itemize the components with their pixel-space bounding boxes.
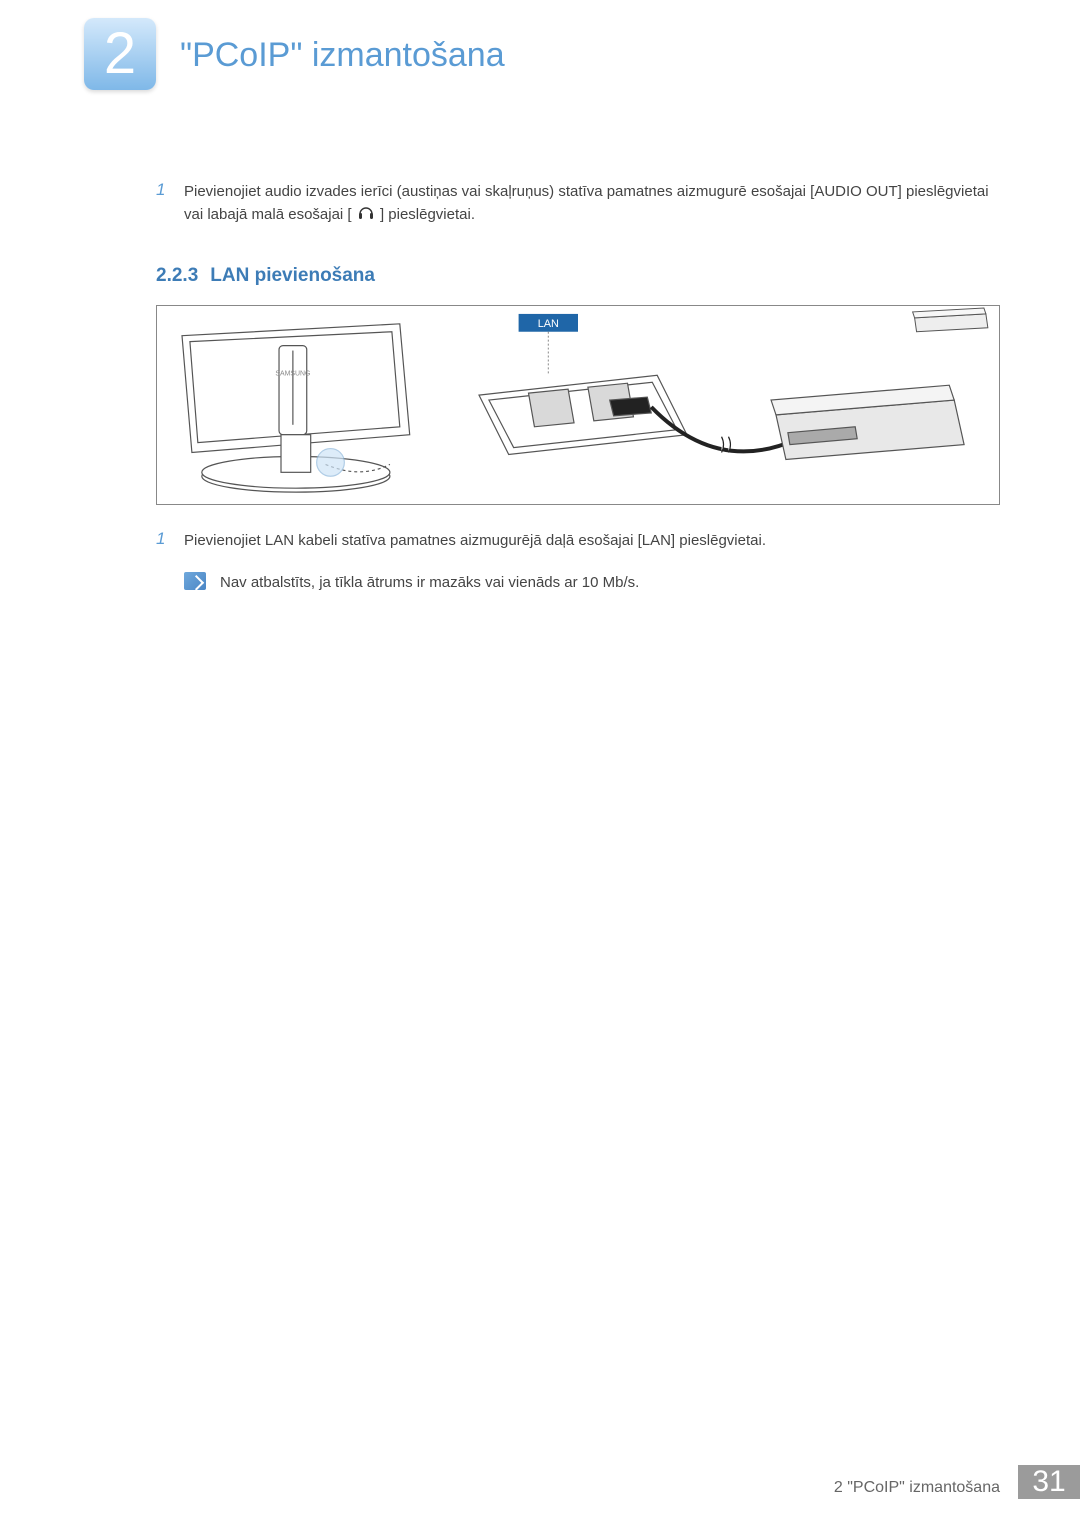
subsection-heading: 2.2.3 LAN pievienošana <box>156 265 1000 287</box>
step-number: 1 <box>156 180 184 227</box>
step-text-after: ] pieslēgvietai. <box>380 206 475 223</box>
audio-step: 1 Pievienojiet audio izvades ierīci (aus… <box>156 180 1000 227</box>
page-footer: 2 "PCoIP" izmantošana 31 <box>834 1465 1080 1499</box>
step-text: Pievienojiet audio izvades ierīci (austi… <box>184 180 1000 227</box>
note-text: Nav atbalstīts, ja tīkla ātrums ir mazāk… <box>220 572 639 595</box>
step-text-before: Pievienojiet audio izvades ierīci (austi… <box>184 183 989 223</box>
lan-label-svg: LAN <box>538 318 559 330</box>
chapter-title: "PCoIP" izmantošana <box>180 36 505 75</box>
step-number: 1 <box>156 529 184 552</box>
page-content: 1 Pievienojiet audio izvades ierīci (aus… <box>156 180 1000 595</box>
lan-step: 1 Pievienojiet LAN kabeli statīva pamatn… <box>156 529 1000 552</box>
note-icon <box>184 572 206 590</box>
chapter-number-badge: 2 <box>84 18 156 90</box>
svg-text:SAMSUNG: SAMSUNG <box>275 370 310 377</box>
footer-label: 2 "PCoIP" izmantošana <box>834 1465 1018 1499</box>
note-row: Nav atbalstīts, ja tīkla ātrums ir mazāk… <box>184 572 1000 595</box>
subsection-number: 2.2.3 <box>156 265 198 286</box>
subsection-title: LAN pievienošana <box>210 265 375 286</box>
headphone-icon <box>358 204 374 227</box>
footer-page-number: 31 <box>1018 1465 1080 1499</box>
lan-connection-diagram: SAMSUNG LAN <box>156 305 1000 505</box>
chapter-number: 2 <box>104 25 136 83</box>
step-text: Pievienojiet LAN kabeli statīva pamatnes… <box>184 529 766 552</box>
